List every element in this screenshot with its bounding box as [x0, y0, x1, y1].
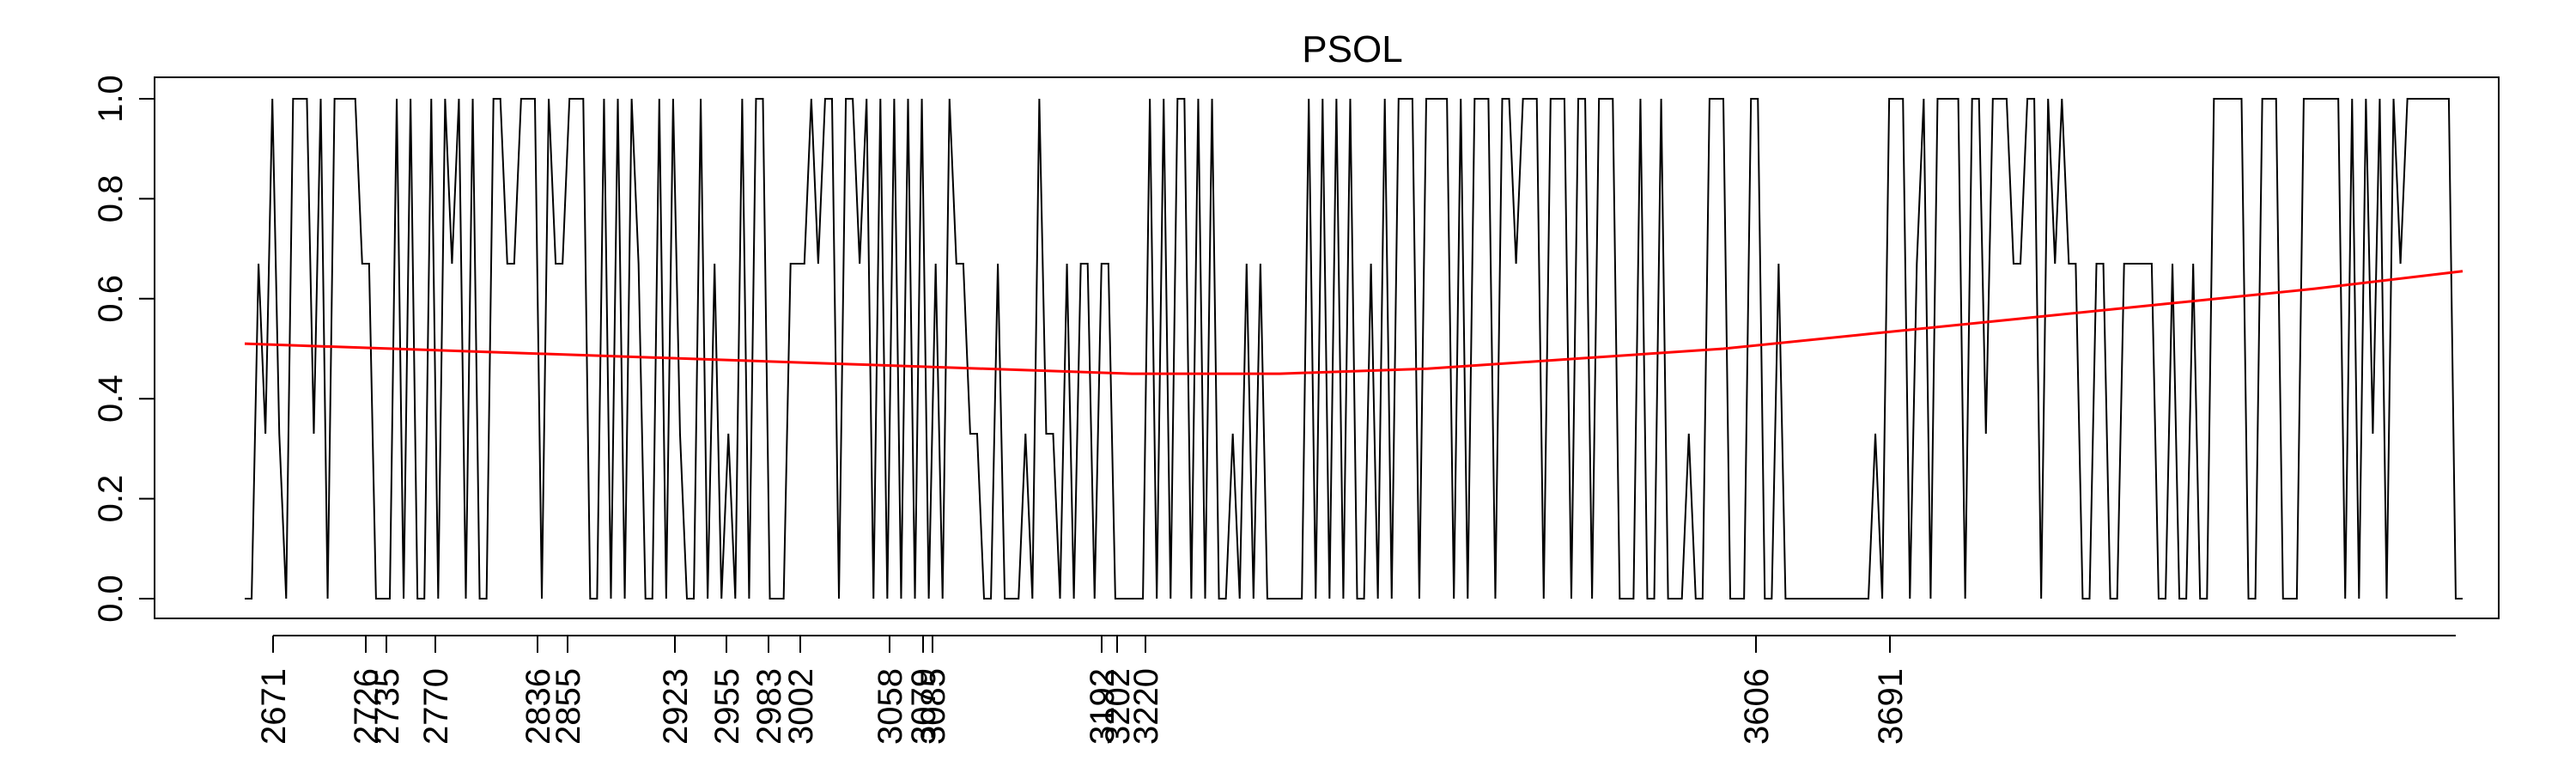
x-tick-label: 3079 [905, 668, 943, 745]
plot-frame [154, 76, 2500, 619]
chart-title: PSOL [1302, 28, 1402, 70]
y-tick-label: 0.6 [92, 275, 130, 323]
x-tick-label: 3202 [1099, 668, 1137, 745]
x-tick-label: 3058 [872, 668, 909, 745]
series-layer [244, 98, 2464, 600]
y-tick-label: 0.2 [92, 475, 130, 523]
y-tick-label: 0.4 [92, 374, 130, 423]
y-tick-label: 0.0 [92, 575, 130, 623]
x-tick-label: 2726 [348, 668, 386, 745]
x-tick-label: 2983 [750, 668, 788, 745]
psol-series-line [245, 98, 2463, 600]
x-tick-label: 2855 [550, 668, 587, 745]
x-tick-label: 3691 [1872, 668, 1910, 745]
y-tick-label: 0.8 [92, 175, 130, 223]
x-tick-label: 2671 [255, 668, 293, 745]
x-tick-label: 2770 [417, 668, 455, 745]
x-tick-label: 2955 [708, 668, 746, 745]
x-tick-label: 2923 [657, 668, 695, 745]
x-tick-label: 3606 [1738, 668, 1776, 745]
y-axis: 0.0 0.2 0.4 0.6 0.8 1.0 [92, 75, 155, 623]
x-tick-label: 3192 [1084, 668, 1121, 745]
trend-line [244, 270, 2464, 375]
x-tick-label: 3085 [914, 668, 952, 745]
x-tick-label: 3002 [782, 668, 820, 745]
x-tick-label: 2735 [368, 668, 406, 745]
y-tick-label: 1.0 [92, 75, 130, 123]
x-tick-label: 3220 [1127, 668, 1165, 745]
x-tick-label: 2836 [519, 668, 557, 745]
